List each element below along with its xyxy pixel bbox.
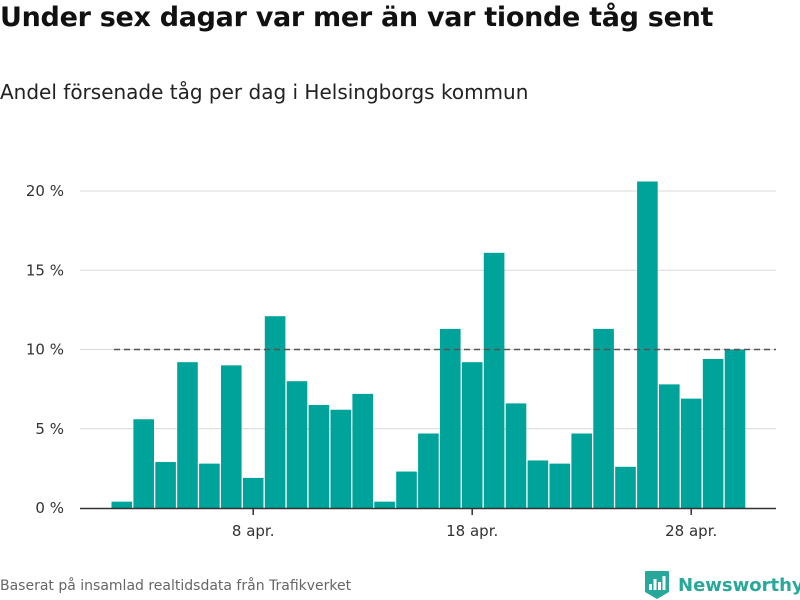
bar: [440, 328, 461, 508]
bar: [352, 393, 373, 508]
bar: [680, 398, 702, 508]
bar: [396, 471, 417, 508]
bar: [659, 384, 680, 508]
bar: [483, 252, 505, 508]
bars: [111, 181, 746, 509]
bar: [593, 328, 614, 508]
bar: [702, 359, 724, 508]
chart-title: Under sex dagar var mer än var tionde tå…: [0, 2, 714, 33]
y-tick-label: 0 %: [35, 499, 64, 517]
bar: [615, 466, 636, 508]
brand-logo[interactable]: Newsworthy: [644, 570, 800, 600]
bar: [286, 381, 308, 508]
x-tick-label: 28 apr.: [665, 522, 717, 540]
bar-chart: 0 % 5 % 10 % 15 % 20 % 8 apr. 18 apr. 28 apr.: [26, 181, 776, 540]
bar: [264, 316, 286, 508]
bar: [308, 404, 330, 508]
bar: [133, 419, 154, 508]
bar: [527, 460, 549, 508]
x-axis-ticks: 8 apr. 18 apr. 28 apr.: [232, 509, 717, 540]
brand-name: Newsworthy: [678, 574, 800, 596]
bar: [155, 462, 176, 508]
bar: [330, 409, 352, 508]
y-tick-label: 20 %: [26, 182, 64, 200]
bar: [242, 477, 264, 508]
bar: [549, 463, 571, 508]
chart-subtitle: Andel försenade tåg per dag i Helsingbor…: [0, 80, 529, 104]
x-tick-label: 18 apr.: [446, 522, 498, 540]
bar: [571, 433, 592, 508]
bar: [177, 362, 198, 508]
y-axis-ticks: 0 % 5 % 10 % 15 % 20 %: [26, 182, 64, 517]
bar: [505, 403, 527, 508]
y-tick-label: 10 %: [26, 341, 64, 359]
bar: [461, 362, 483, 508]
bar: [199, 463, 220, 508]
bar: [374, 501, 395, 508]
x-tick-label: 8 apr.: [232, 522, 275, 540]
bar: [111, 501, 133, 508]
y-tick-label: 5 %: [35, 420, 64, 438]
bar: [637, 181, 658, 509]
bar: [418, 433, 439, 508]
source-note: Baserat på insamlad realtidsdata från Tr…: [0, 578, 352, 594]
y-tick-label: 15 %: [26, 261, 64, 279]
bar: [221, 365, 242, 508]
newsworthy-logo-icon: [645, 571, 669, 599]
bar: [724, 349, 746, 508]
